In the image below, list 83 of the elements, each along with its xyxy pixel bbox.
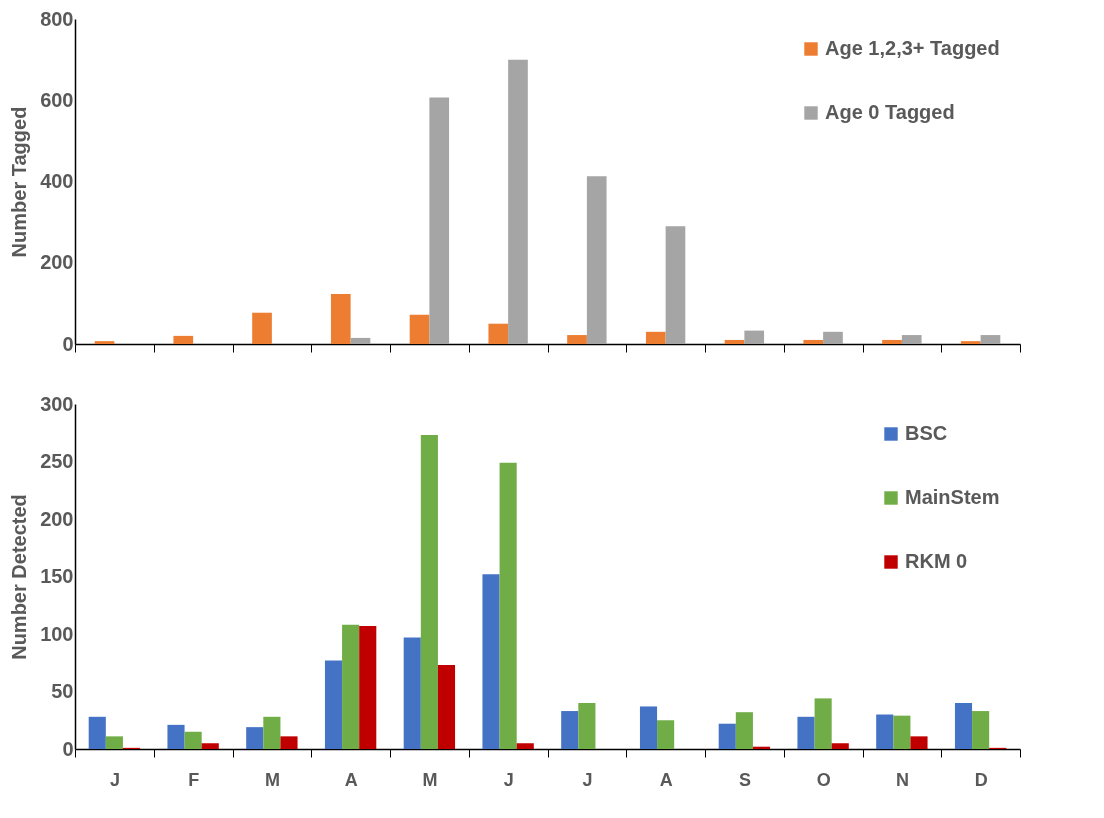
bar — [482, 574, 500, 749]
legend-label: MainStem — [905, 486, 1000, 508]
legend-label: Age 1,2,3+ Tagged — [825, 37, 1000, 59]
y-tick-label: 0 — [62, 332, 74, 355]
bar — [578, 703, 596, 749]
bar — [639, 706, 658, 749]
bar — [516, 743, 534, 749]
bar — [876, 714, 894, 749]
y-tick-label: 400 — [40, 170, 74, 192]
bar — [724, 339, 745, 344]
bar — [831, 743, 849, 749]
bar — [201, 743, 219, 749]
x-tick-label: F — [188, 769, 200, 790]
bar — [561, 711, 579, 749]
y-tick-label: 800 — [40, 7, 74, 30]
bar — [409, 314, 430, 344]
x-tick-label: O — [816, 769, 831, 790]
y-tick-label: 600 — [40, 88, 74, 111]
bar — [954, 703, 973, 749]
y-axis-title: Number Tagged — [8, 106, 31, 258]
y-tick-label: 100 — [40, 622, 74, 645]
bar — [420, 435, 438, 749]
x-tick-label: M — [422, 769, 438, 790]
y-tick-label: 300 — [40, 392, 74, 415]
bar — [718, 723, 736, 749]
bar — [88, 716, 106, 749]
bar — [342, 624, 360, 749]
bar — [508, 59, 528, 344]
bar — [429, 97, 450, 344]
x-tick-label: A — [344, 769, 358, 790]
bar — [972, 711, 990, 749]
legend-label: RKM 0 — [905, 550, 968, 572]
x-tick-label: N — [895, 769, 909, 790]
bar — [488, 323, 509, 344]
legend-label: Age 0 Tagged — [825, 101, 955, 123]
x-tick-label: A — [659, 769, 673, 790]
bar — [280, 736, 298, 749]
y-tick-label: 200 — [40, 507, 74, 530]
x-tick-label: J — [582, 769, 593, 790]
y-tick-label: 150 — [40, 565, 74, 587]
bar — [910, 736, 928, 749]
bar — [893, 715, 911, 749]
bar — [882, 339, 902, 344]
bar — [105, 736, 123, 749]
bar — [665, 226, 686, 344]
bar — [744, 330, 765, 344]
bar — [657, 720, 675, 749]
bar — [586, 176, 607, 344]
x-tick-label: J — [503, 769, 514, 790]
bar — [359, 625, 377, 749]
y-tick-label: 50 — [51, 680, 74, 702]
bar — [324, 660, 343, 749]
x-tick-label: M — [264, 769, 280, 790]
bar — [350, 337, 371, 344]
bar — [94, 341, 115, 344]
bar — [330, 294, 351, 344]
bar — [797, 716, 815, 749]
bar — [403, 637, 421, 749]
bar — [960, 341, 981, 344]
legend-label: BSC — [905, 422, 948, 444]
bar — [252, 312, 272, 344]
y-tick-label: 0 — [62, 737, 74, 760]
bar — [567, 335, 587, 344]
x-tick-label: D — [974, 769, 988, 790]
bar — [167, 724, 185, 749]
bar — [814, 698, 832, 749]
bar — [803, 339, 824, 344]
bar — [263, 716, 281, 749]
bar — [184, 731, 202, 749]
bar — [645, 331, 666, 344]
bar — [735, 712, 753, 749]
bar — [437, 665, 456, 749]
y-axis-title: Number Detected — [8, 494, 31, 660]
bar — [980, 335, 1001, 344]
bar — [823, 331, 843, 344]
bar — [173, 335, 194, 344]
bar — [246, 727, 264, 749]
y-tick-label: 250 — [40, 450, 74, 472]
x-tick-label: S — [738, 769, 751, 790]
bar — [901, 335, 922, 344]
x-tick-label: J — [109, 769, 120, 790]
bar — [499, 462, 517, 749]
y-tick-label: 200 — [40, 251, 74, 274]
